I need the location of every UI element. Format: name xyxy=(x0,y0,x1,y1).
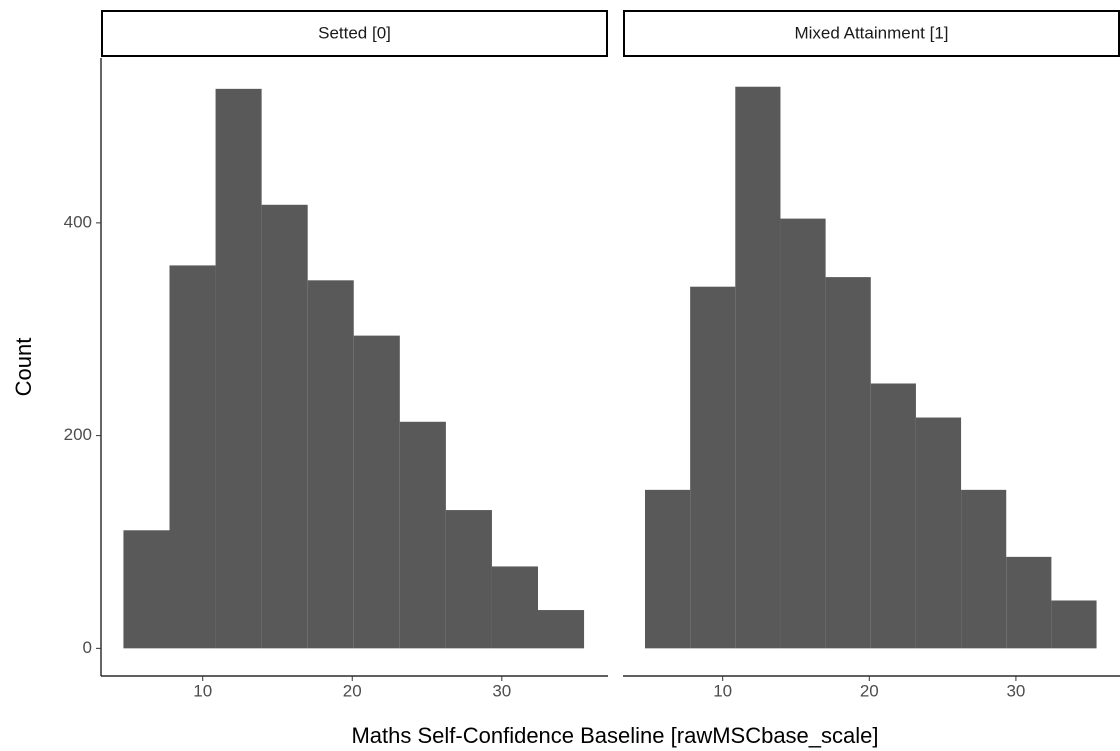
bar xyxy=(123,530,170,649)
bar xyxy=(961,489,1007,649)
x-tick-label: 30 xyxy=(492,681,511,700)
bar xyxy=(491,566,539,649)
bar xyxy=(870,383,916,649)
facet-title: Setted [0] xyxy=(318,23,391,42)
bar xyxy=(307,280,354,649)
x-tick-label: 20 xyxy=(860,681,879,700)
y-tick-label: 0 xyxy=(83,638,92,657)
facet-strip xyxy=(623,10,1120,57)
bar xyxy=(538,610,585,649)
bar xyxy=(825,277,871,649)
bar xyxy=(353,335,400,649)
facet-strip xyxy=(101,10,608,57)
bar xyxy=(169,265,216,649)
x-axis-title: Maths Self-Confidence Baseline [rawMSCba… xyxy=(351,723,878,748)
x-tick-label: 10 xyxy=(193,681,212,700)
y-tick-label: 400 xyxy=(64,212,92,231)
bar xyxy=(445,510,492,649)
bar xyxy=(644,489,691,649)
bar xyxy=(215,88,262,649)
x-tick-label: 20 xyxy=(343,681,362,700)
bar xyxy=(1051,600,1097,649)
x-tick-label: 10 xyxy=(713,681,732,700)
bar xyxy=(780,218,826,649)
facet-title: Mixed Attainment [1] xyxy=(794,23,948,42)
bar xyxy=(261,204,308,649)
y-axis-title: Count xyxy=(11,338,36,397)
x-tick-label: 30 xyxy=(1006,681,1025,700)
bar xyxy=(399,421,446,649)
y-tick-label: 200 xyxy=(64,425,92,444)
bar xyxy=(735,86,781,649)
bar xyxy=(690,286,736,649)
bar xyxy=(1006,556,1052,649)
bar xyxy=(915,417,962,649)
